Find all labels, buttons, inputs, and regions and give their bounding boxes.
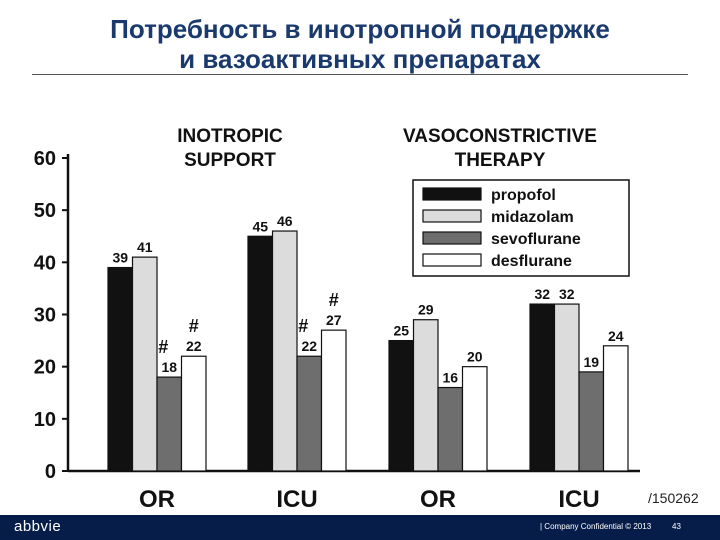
group-header-line-2: SUPPORT: [184, 150, 276, 171]
category-label: OR: [139, 486, 175, 513]
bar-value-label: 25: [393, 323, 409, 339]
abbvie-logo: abbvie: [14, 518, 62, 535]
bar-propofol: [107, 266, 134, 472]
y-tick-label: 20: [34, 357, 56, 379]
bar-value-label: 32: [559, 286, 575, 302]
title-divider: [32, 74, 688, 75]
title-line-2: и вазоактивных препаратах: [179, 44, 541, 74]
category-label: OR: [420, 486, 456, 513]
bar-midazolam: [553, 303, 580, 472]
legend-swatch-sevoflurane: [422, 231, 482, 245]
bar-midazolam: [271, 230, 298, 472]
confidential-notice: | Company Confidential © 2013: [540, 522, 652, 531]
category-label: ICU: [558, 486, 599, 513]
bar-desflurane: [461, 366, 488, 472]
bar-value-label: 27: [326, 312, 342, 328]
group-header-line-2: THERAPY: [455, 150, 546, 171]
footer-bar: abbvie | Company Confidential © 2013 43: [0, 515, 720, 540]
bar-chart: 0 10 20 30 40 50 60 39 41 18 22 OR 45 46 22 27 ICU 25 29 16…: [34, 126, 640, 513]
bar-sevoflurane: [578, 371, 605, 472]
legend-label-desflurane: desflurane: [491, 253, 572, 270]
y-tick-label: 60: [34, 148, 56, 170]
bar-propofol: [388, 339, 415, 472]
significance-mark: #: [329, 290, 339, 310]
group-header-line-1: VASOCONSTRICTIVE: [403, 126, 597, 147]
bar-value-label: 22: [301, 338, 317, 354]
bar-value-label: 39: [112, 250, 128, 266]
document-code: /150262: [648, 490, 699, 506]
bar-sevoflurane: [437, 386, 464, 472]
bar-value-label: 20: [467, 349, 483, 365]
y-tick-label: 10: [34, 409, 56, 431]
bar-value-label: 29: [418, 302, 434, 318]
bar-value-label: 32: [534, 286, 550, 302]
bar-midazolam: [131, 256, 158, 472]
significance-mark: #: [189, 316, 199, 336]
significance-mark: #: [298, 316, 308, 336]
bar-midazolam: [412, 319, 439, 472]
bar-value-label: 45: [252, 218, 268, 234]
bar-desflurane: [602, 345, 629, 472]
y-tick-label: 30: [34, 305, 56, 327]
page-number: 43: [672, 522, 681, 531]
legend-swatch-desflurane: [422, 253, 482, 267]
bar-desflurane: [180, 355, 207, 472]
legend-label-sevoflurane: sevoflurane: [491, 231, 581, 248]
bar-value-label: 24: [608, 328, 624, 344]
bar-sevoflurane: [296, 355, 323, 472]
y-tick-label: 40: [34, 252, 56, 274]
y-tick-label: 50: [34, 200, 56, 222]
bar-value-label: 16: [442, 370, 458, 386]
title-line-1: Потребность в инотропной поддержке: [110, 14, 610, 44]
y-tick-label: 0: [45, 461, 56, 483]
bar-value-label: 22: [186, 338, 202, 354]
group-header-line-1: INOTROPIC: [177, 126, 283, 147]
legend-swatch-midazolam: [422, 209, 482, 223]
bar-sevoflurane: [156, 376, 183, 472]
category-label: ICU: [276, 486, 317, 513]
bar-propofol: [529, 303, 556, 472]
bar-value-label: 46: [277, 213, 293, 229]
slide-title: Потребность в инотропной поддержке и ваз…: [0, 14, 720, 74]
legend-label-propofol: propofol: [491, 187, 556, 204]
bar-value-label: 19: [583, 354, 599, 370]
legend-label-midazolam: midazolam: [491, 209, 574, 226]
bar-propofol: [247, 235, 274, 472]
significance-mark: #: [158, 337, 168, 357]
bar-value-label: 41: [137, 239, 153, 255]
bar-desflurane: [320, 329, 347, 472]
legend-swatch-propofol: [422, 187, 482, 201]
bar-value-label: 18: [161, 359, 177, 375]
